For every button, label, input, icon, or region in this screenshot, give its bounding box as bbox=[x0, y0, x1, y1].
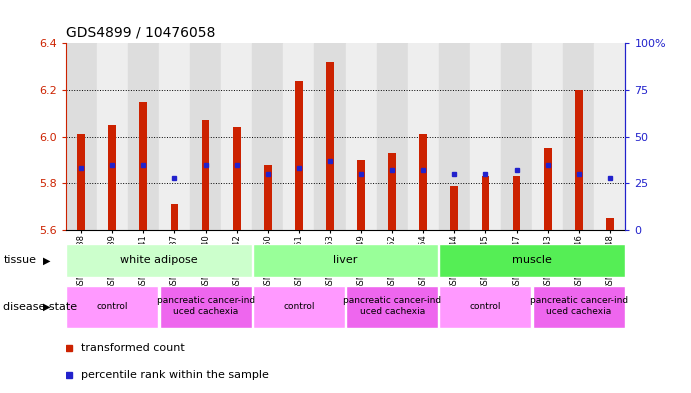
Text: percentile rank within the sample: percentile rank within the sample bbox=[81, 370, 269, 380]
Text: ▶: ▶ bbox=[44, 302, 50, 312]
Bar bbox=[606, 218, 614, 230]
Text: control: control bbox=[470, 301, 501, 310]
Bar bbox=[501, 43, 532, 230]
Bar bbox=[346, 286, 438, 328]
Bar bbox=[140, 101, 147, 230]
Bar bbox=[221, 43, 252, 230]
Text: transformed count: transformed count bbox=[81, 343, 184, 353]
Bar bbox=[160, 286, 252, 328]
Bar bbox=[513, 176, 520, 230]
Bar bbox=[190, 43, 221, 230]
Bar bbox=[128, 43, 159, 230]
Text: control: control bbox=[97, 301, 128, 310]
Bar bbox=[108, 125, 116, 230]
Bar bbox=[66, 244, 252, 277]
Bar bbox=[533, 286, 625, 328]
Bar bbox=[544, 148, 551, 230]
Bar bbox=[482, 176, 489, 230]
Bar bbox=[563, 43, 594, 230]
Bar bbox=[264, 165, 272, 230]
Bar bbox=[283, 43, 314, 230]
Text: disease state: disease state bbox=[3, 302, 77, 312]
Bar bbox=[326, 62, 334, 230]
Text: muscle: muscle bbox=[512, 255, 552, 264]
Bar bbox=[388, 153, 396, 230]
Text: pancreatic cancer-ind
uced cachexia: pancreatic cancer-ind uced cachexia bbox=[343, 296, 442, 316]
Bar bbox=[575, 90, 583, 230]
Bar bbox=[66, 286, 158, 328]
Bar bbox=[419, 134, 427, 230]
Bar bbox=[253, 286, 345, 328]
Text: ▶: ▶ bbox=[44, 255, 50, 265]
Bar bbox=[439, 43, 470, 230]
Text: pancreatic cancer-ind
uced cachexia: pancreatic cancer-ind uced cachexia bbox=[156, 296, 255, 316]
Bar bbox=[295, 81, 303, 230]
Bar bbox=[202, 120, 209, 230]
Bar bbox=[532, 43, 563, 230]
Text: tissue: tissue bbox=[3, 255, 37, 265]
Text: control: control bbox=[283, 301, 314, 310]
Bar bbox=[314, 43, 346, 230]
Bar bbox=[357, 160, 365, 230]
Bar bbox=[377, 43, 408, 230]
Bar bbox=[439, 244, 625, 277]
Text: GDS4899 / 10476058: GDS4899 / 10476058 bbox=[66, 25, 215, 39]
Bar bbox=[233, 127, 240, 230]
Bar bbox=[171, 204, 178, 230]
Bar bbox=[77, 134, 85, 230]
Bar bbox=[159, 43, 190, 230]
Text: pancreatic cancer-ind
uced cachexia: pancreatic cancer-ind uced cachexia bbox=[529, 296, 628, 316]
Bar bbox=[346, 43, 377, 230]
Text: white adipose: white adipose bbox=[120, 255, 198, 264]
Bar bbox=[408, 43, 439, 230]
Bar bbox=[253, 244, 438, 277]
Bar bbox=[594, 43, 625, 230]
Bar bbox=[97, 43, 128, 230]
Bar bbox=[470, 43, 501, 230]
Bar bbox=[439, 286, 531, 328]
Bar bbox=[66, 43, 97, 230]
Text: liver: liver bbox=[333, 255, 358, 264]
Bar bbox=[252, 43, 283, 230]
Bar bbox=[451, 185, 458, 230]
